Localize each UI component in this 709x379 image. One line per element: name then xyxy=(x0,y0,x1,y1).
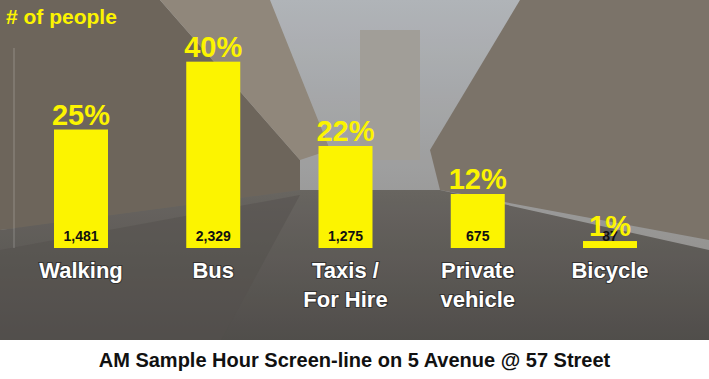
category-label-line: Bus xyxy=(192,258,234,283)
title: AM Sample Hour Screen-line on 5 Avenue @… xyxy=(99,349,611,371)
chart: # of people 1,481 25% Walking 2,329 40% Bus 1,2… xyxy=(0,0,709,379)
bar xyxy=(186,62,240,248)
page: {"chart_data": {"type": "bar", "title": … xyxy=(0,0,709,379)
share-label: 25% xyxy=(52,99,110,131)
title-box xyxy=(0,340,709,379)
y-axis-line xyxy=(14,48,15,248)
share-label: 40% xyxy=(184,31,242,63)
category-label: Bicycle xyxy=(571,258,648,283)
labels: 1,481 25% Walking 2,329 40% Bus 1,275 22% Taxis … xyxy=(39,31,648,312)
bars xyxy=(54,62,637,248)
category-label-line: Walking xyxy=(39,258,123,283)
category-label-line: Taxis / xyxy=(312,258,379,283)
bar xyxy=(54,130,108,248)
bar xyxy=(451,194,505,248)
background xyxy=(0,0,709,379)
share-label: 12% xyxy=(449,163,507,195)
category-label-line: vehicle xyxy=(440,287,515,312)
bar xyxy=(319,146,373,248)
category-label: Walking xyxy=(39,258,123,283)
category-label-line: Private xyxy=(441,258,514,283)
category-label: Private vehicle xyxy=(440,258,515,312)
data-label: 675 xyxy=(466,228,490,244)
category-label: Taxis / For Hire xyxy=(303,258,387,312)
data-label: 1,481 xyxy=(63,228,98,244)
category-label-line: Bicycle xyxy=(571,258,648,283)
data-label: 2,329 xyxy=(196,228,231,244)
y-axis-label: # of people xyxy=(6,5,117,28)
share-label: 1% xyxy=(589,210,631,242)
dim-overlay xyxy=(0,0,709,379)
category-label: Bus xyxy=(192,258,234,283)
share-label: 22% xyxy=(316,115,374,147)
data-label: 1,275 xyxy=(328,228,363,244)
category-label-line: For Hire xyxy=(303,287,387,312)
